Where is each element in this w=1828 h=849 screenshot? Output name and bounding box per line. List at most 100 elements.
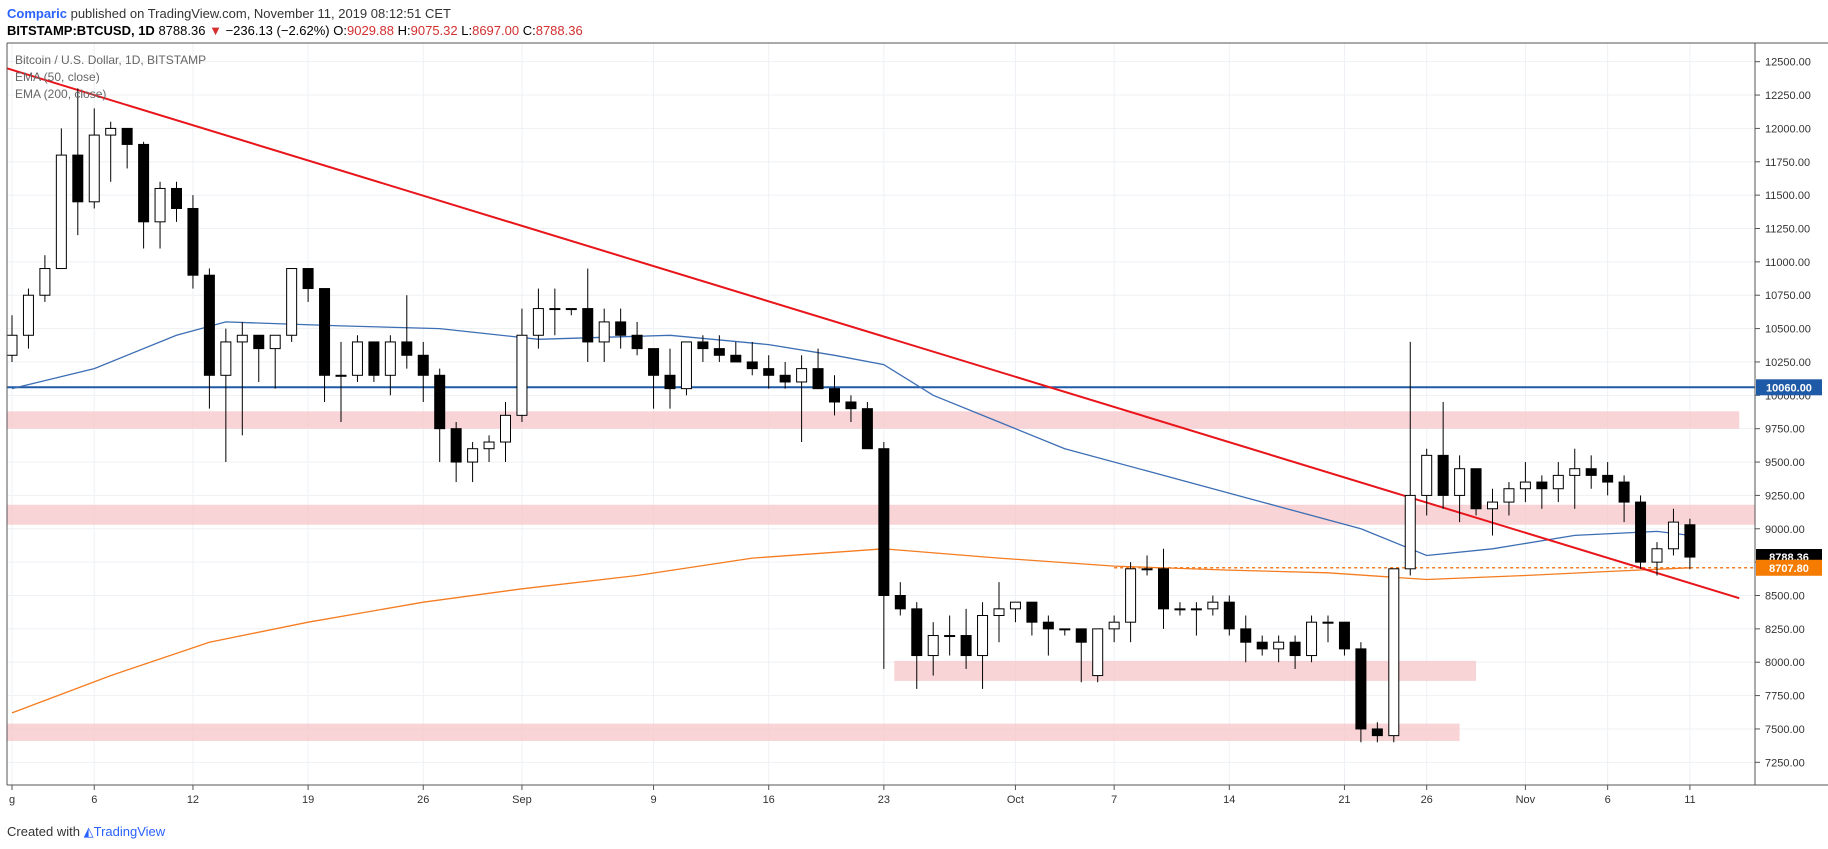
x-tick-label-8: 23: [878, 794, 890, 806]
candle-body-31: [516, 334, 528, 416]
y-tick-label-3: 11750.00: [1765, 157, 1810, 169]
candle-body-4: [72, 154, 84, 203]
high-value: 9075.32: [410, 23, 458, 38]
time-axis[interactable]: g 6 12 19 26 Sep 9 16 23 Oct 7 14 21 26 Nov 6 11: [9, 785, 1696, 806]
candle-18: [302, 268, 314, 302]
low-value: 8697.00: [472, 23, 520, 38]
candle-body-95: [1569, 468, 1581, 476]
candle-body-50: [829, 388, 840, 403]
candle-12: [203, 268, 215, 409]
candle-body-82: [1355, 648, 1367, 730]
x-tick-label-12: 21: [1338, 794, 1350, 806]
candle-body-49: [812, 368, 824, 390]
candle-body-64: [1059, 628, 1071, 631]
candle-98: [1618, 475, 1630, 523]
candle-body-25: [417, 354, 429, 376]
x-tick-label-2: 12: [187, 794, 199, 806]
candle-97: [1602, 462, 1614, 496]
chart-title: Bitcoin / U.S. Dollar, 1D, BITSTAMP: [15, 53, 206, 67]
candle-body-46: [763, 368, 775, 376]
candle-15: [253, 334, 265, 382]
y-tick-label-12: 9500.00: [1765, 457, 1805, 469]
candle-body-90: [1487, 501, 1498, 510]
candle-69: [1141, 555, 1153, 576]
candle-body-92: [1519, 481, 1531, 490]
open-label: O:: [333, 23, 347, 38]
candle-body-16: [269, 334, 281, 350]
price-axis[interactable]: 12500.00 12250.00 12000.00 11750.00 11500.00…: [1755, 57, 1811, 770]
candle-95: [1569, 448, 1581, 509]
candle-body-102: [1684, 524, 1696, 558]
candle-43: [713, 335, 725, 362]
candle-body-40: [664, 374, 676, 390]
candle-21: [351, 335, 363, 382]
legend-ema50: EMA (50, close): [15, 70, 100, 84]
y-tick-label-4: 11500.00: [1765, 190, 1810, 202]
candle-body-9: [154, 187, 166, 223]
candle-body-70: [1158, 568, 1169, 610]
candle-body-12: [203, 274, 215, 376]
candle-body-0: [6, 334, 18, 356]
y-tick-label-5: 11250.00: [1765, 224, 1810, 236]
candle-36: [598, 308, 610, 362]
candle-86: [1421, 448, 1433, 516]
candle-92: [1519, 462, 1531, 503]
candle-10: [171, 181, 182, 222]
candle-23: [384, 335, 396, 396]
candle-84: [1388, 568, 1400, 743]
candle-body-62: [1026, 601, 1038, 623]
candle-body-58: [960, 635, 972, 657]
candle-body-84: [1388, 568, 1400, 737]
candle-11: [187, 195, 199, 289]
y-tick-label-2: 12000.00: [1765, 123, 1811, 135]
candle-28: [467, 442, 479, 483]
candle-body-8: [138, 143, 150, 223]
candle-57: [944, 615, 956, 656]
candle-body-13: [220, 341, 232, 376]
candle-42: [697, 335, 709, 362]
open-value: 9029.88: [347, 23, 394, 38]
y-tick-label-20: 7500.00: [1765, 724, 1805, 736]
author-name[interactable]: Comparic: [7, 6, 67, 21]
candle-51: [845, 395, 857, 423]
y-tick-label-21: 7250.00: [1765, 757, 1805, 769]
candle-7: [121, 127, 133, 169]
candle-47: [779, 361, 791, 389]
x-tick-label-1: 6: [91, 794, 97, 806]
y-tick-label-13: 9250.00: [1765, 490, 1805, 502]
candle-74: [1223, 595, 1235, 636]
symbol-label: BITSTAMP:BTCUSD, 1D: [7, 23, 155, 38]
x-tick-label-14: Nov: [1516, 794, 1536, 806]
candle-38: [631, 321, 643, 356]
y-tick-label-9: 10250.00: [1765, 357, 1811, 369]
candle-body-7: [121, 127, 133, 145]
candle-62: [1026, 601, 1038, 636]
candle-body-68: [1125, 568, 1137, 623]
candle-58: [960, 608, 972, 669]
last-price: 8788.36: [158, 23, 206, 38]
candle-8: [138, 141, 150, 249]
candle-78: [1289, 635, 1301, 669]
candle-89: [1470, 468, 1482, 516]
hline-price-tag-bg: [1756, 379, 1822, 396]
tradingview-link[interactable]: TradingView: [93, 824, 166, 839]
candle-31: [516, 308, 528, 423]
x-tick-label-3: 19: [302, 794, 314, 806]
candle-87: [1437, 401, 1449, 509]
candle-26: [434, 368, 446, 463]
candle-16: [269, 334, 281, 389]
chart-frame: [6, 42, 1828, 786]
candle-44: [730, 341, 742, 363]
candle-body-42: [697, 341, 709, 350]
candle-20: [335, 341, 347, 423]
candle-9: [154, 181, 166, 249]
candle-body-26: [434, 374, 446, 430]
candle-30: [500, 401, 511, 463]
candle-body-28: [467, 448, 479, 463]
y-tick-label-14: 9000.00: [1765, 524, 1805, 536]
candle-82: [1355, 642, 1367, 743]
candle-body-33: [549, 308, 561, 311]
candle-body-32: [532, 308, 544, 336]
